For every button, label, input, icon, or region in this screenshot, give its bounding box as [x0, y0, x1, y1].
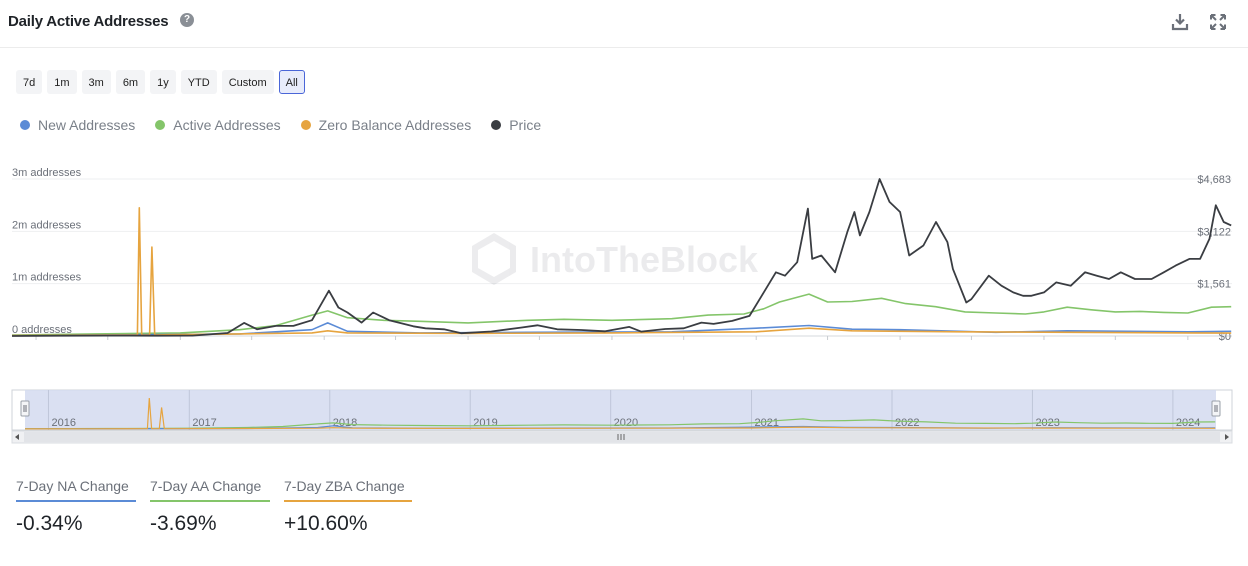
stat-value: +10.60% [284, 512, 368, 535]
stat-value: -3.69% [150, 512, 217, 535]
scroll-right-arrow-icon[interactable] [1225, 434, 1229, 440]
stat-label: 7-Day ZBA Change [284, 478, 412, 502]
range-button-ytd[interactable]: YTD [180, 70, 217, 94]
time-range-selector: 7d 1m 3m 6m 1y YTD Custom All [16, 70, 305, 94]
y-left-tick-label: 3m addresses [12, 167, 82, 179]
stat-7-day-na-change: 7-Day NA Change -0.34% [16, 478, 136, 536]
range-button-1m[interactable]: 1m [47, 70, 77, 94]
series-line-active-addresses[interactable] [11, 293, 1232, 336]
chart-header: Daily Active Addresses ? [0, 0, 1248, 48]
legend-item-active-addresses[interactable]: Active Addresses [155, 116, 281, 134]
y-left-tick-label: 0 addresses [12, 324, 72, 336]
legend-dot-icon [491, 120, 502, 130]
gridlines [12, 178, 1232, 337]
main-chart[interactable]: IntoTheBlock 0 addresses 1m addresses 2m ad… [0, 165, 1248, 345]
scrollbar-thumb[interactable] [24, 432, 1220, 442]
watermark-logo-icon [472, 233, 516, 285]
legend-label: Price [509, 117, 542, 133]
legend-dot-icon [300, 120, 311, 130]
range-button-custom[interactable]: Custom [221, 70, 274, 94]
navigator-tick-label: 2022 [895, 417, 919, 429]
y-right-tick-label: $4,683 [1197, 174, 1231, 186]
y-left-tick-label: 2m addresses [12, 219, 82, 231]
navigator-line-active-addresses [24, 418, 1216, 430]
y-right-tick-label: $0 [1219, 331, 1231, 343]
legend-dot-icon [20, 120, 30, 130]
y-right-tick-label: $3,122 [1197, 226, 1231, 238]
navigator-tick-label: 2020 [614, 417, 638, 429]
scroll-left-arrow-icon[interactable] [15, 434, 19, 440]
page-title: Daily Active Addresses [8, 13, 169, 30]
range-button-all[interactable]: All [278, 70, 305, 94]
legend-label: New Addresses [38, 117, 136, 133]
stat-value: -0.34% [16, 512, 83, 535]
question-circle-icon[interactable]: ? [180, 13, 194, 27]
navigator-line-zero-balance-addresses [24, 397, 1216, 430]
legend-label: Active Addresses [173, 117, 281, 133]
navigator-tick-label: 2021 [755, 417, 779, 429]
navigator-left-handle[interactable] [20, 400, 30, 417]
legend-dot-icon [155, 120, 166, 130]
watermark-text: IntoTheBlock [530, 239, 759, 280]
y-left-tick-label: 1m addresses [12, 272, 82, 284]
range-button-6m[interactable]: 6m [115, 70, 146, 94]
chart-legend: New Addresses Active Addresses Zero Balanc… [20, 116, 541, 134]
range-button-1y[interactable]: 1y [150, 70, 176, 94]
range-button-7d[interactable]: 7d [16, 70, 43, 94]
stat-7-day-zba-change: 7-Day ZBA Change +10.60% [284, 478, 412, 536]
series-line-zero-balance-addresses[interactable] [11, 206, 1232, 337]
navigator-tick-label: 2023 [1035, 417, 1059, 429]
series-line-price[interactable] [11, 178, 1232, 337]
range-navigator[interactable]: 2016 2017 2018 2019 2020 2021 2022 2023 2024 [0, 389, 1248, 445]
legend-item-zero-balance-addresses[interactable]: Zero Balance Addresses [300, 116, 472, 134]
stat-label: 7-Day AA Change [150, 478, 270, 502]
download-icon[interactable] [1170, 12, 1190, 32]
watermark: IntoTheBlock [472, 233, 759, 285]
stat-7-day-aa-change: 7-Day AA Change -3.69% [150, 478, 270, 536]
change-stats: 7-Day NA Change -0.34% 7-Day AA Change -3.6… [16, 478, 412, 536]
legend-label: Zero Balance Addresses [318, 117, 472, 133]
scrollbar-grip-icon [617, 434, 625, 440]
y-right-tick-label: $1,561 [1197, 279, 1231, 291]
legend-item-price[interactable]: Price [491, 116, 541, 134]
navigator-tick-label: 2017 [192, 417, 216, 429]
range-button-3m[interactable]: 3m [81, 70, 111, 94]
expand-icon[interactable] [1208, 12, 1228, 32]
navigator-tick-label: 2016 [51, 417, 75, 429]
navigator-tick-label: 2019 [473, 417, 497, 429]
stat-label: 7-Day NA Change [16, 478, 136, 502]
legend-item-new-addresses[interactable]: New Addresses [20, 116, 135, 134]
navigator-right-handle[interactable] [1211, 400, 1221, 417]
